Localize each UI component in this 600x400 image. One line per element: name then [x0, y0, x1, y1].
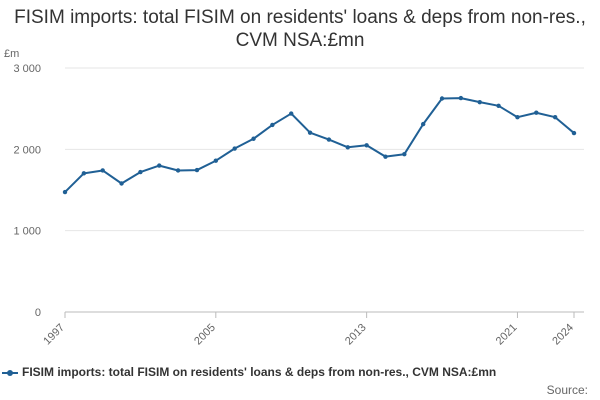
data-point[interactable]: [326, 137, 332, 142]
data-point[interactable]: [477, 99, 482, 105]
y-tick-label: 0: [35, 307, 41, 319]
y-tick-label: 3 000: [13, 63, 41, 75]
data-point[interactable]: [100, 168, 105, 173]
data-point[interactable]: [289, 111, 294, 116]
data-point[interactable]: [175, 168, 181, 173]
y-tick-label: 1 000: [13, 226, 41, 238]
data-point[interactable]: [383, 154, 388, 159]
data-point[interactable]: [534, 110, 539, 115]
data-point[interactable]: [515, 115, 520, 120]
data-point[interactable]: [119, 181, 124, 186]
data-point[interactable]: [345, 145, 350, 150]
legend-label: FISIM imports: total FISIM on residents'…: [22, 365, 497, 379]
data-point[interactable]: [307, 130, 313, 135]
x-axis: 1997 2005 2013 2021 2024: [41, 312, 576, 347]
data-point[interactable]: [62, 189, 68, 195]
x-tick-label: 2005: [192, 322, 218, 348]
gridlines: [65, 67, 584, 313]
data-point[interactable]: [138, 169, 143, 175]
chart-title: FISIM imports: total FISIM on residents'…: [14, 7, 586, 51]
data-point[interactable]: [439, 96, 445, 101]
x-tick-label: 2021: [494, 322, 520, 348]
x-tick-label: 2013: [343, 322, 369, 348]
series-line: [64, 97, 575, 193]
data-point[interactable]: [251, 136, 256, 141]
data-point[interactable]: [81, 171, 87, 176]
legend: FISIM imports: total FISIM on residents'…: [2, 365, 496, 379]
data-point[interactable]: [571, 130, 577, 136]
data-point[interactable]: [157, 163, 162, 168]
data-point[interactable]: [552, 115, 558, 120]
legend-swatch: [2, 369, 18, 376]
source-label: Source:: [546, 383, 588, 397]
x-tick-label: 2024: [550, 322, 576, 348]
data-point[interactable]: [270, 122, 275, 128]
x-tick-label: 1997: [41, 322, 67, 348]
data-point[interactable]: [458, 95, 464, 101]
y-axis-unit-label: £m: [4, 48, 19, 60]
data-point[interactable]: [402, 152, 407, 157]
data-point[interactable]: [496, 103, 501, 109]
series-group: [62, 95, 577, 195]
data-point[interactable]: [364, 143, 369, 148]
y-axis-ticks: 0 1 000 2 000 3 000: [13, 63, 41, 319]
data-point[interactable]: [194, 167, 200, 173]
data-point[interactable]: [213, 158, 219, 163]
y-tick-label: 2 000: [13, 144, 41, 156]
data-point[interactable]: [420, 121, 426, 127]
data-point[interactable]: [232, 146, 237, 151]
